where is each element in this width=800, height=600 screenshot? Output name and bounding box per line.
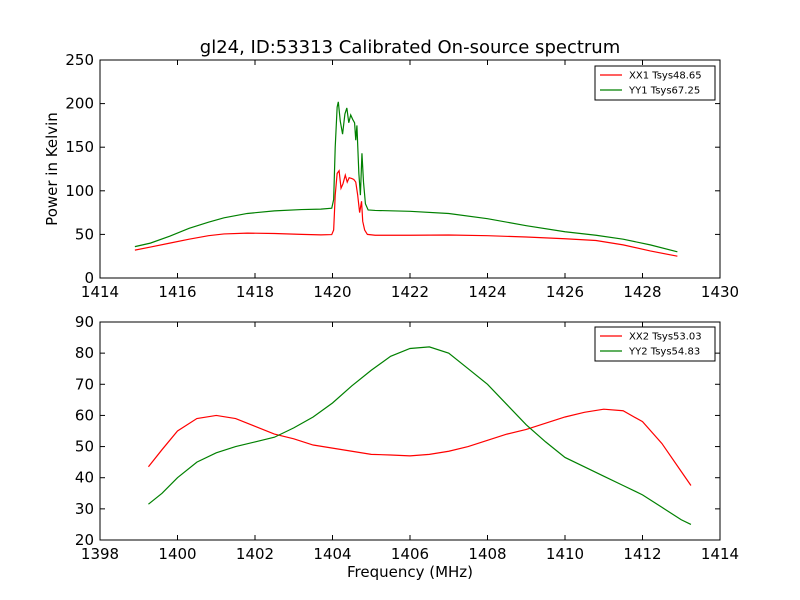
x-tick-label: 1430 — [701, 283, 739, 301]
y-tick-label: 80 — [75, 344, 94, 362]
y-tick-label: 70 — [75, 375, 94, 393]
y-tick-label: 150 — [65, 138, 94, 156]
x-tick-label: 1400 — [158, 545, 196, 563]
y-tick-label: 250 — [65, 51, 94, 69]
legend: XX2 Tsys53.03 YY2 Tsys54.83 — [594, 326, 716, 362]
x-tick-label: 1414 — [701, 545, 739, 563]
series-line-xx — [147, 408, 692, 486]
x-tick-label: 1418 — [236, 283, 274, 301]
y-tick-label: 30 — [75, 500, 94, 518]
legend-box — [594, 65, 716, 101]
y-axis-label: Power in Kelvin — [43, 112, 61, 226]
legend-box — [594, 326, 716, 362]
series-line-yy — [134, 101, 678, 253]
y-tick-label: 200 — [65, 95, 94, 113]
x-tick-label: 1428 — [623, 283, 661, 301]
series-line-yy — [148, 346, 692, 525]
x-tick-label: 1398 — [81, 545, 119, 563]
figure-title: gl24, ID:53313 Calibrated On-source spec… — [200, 37, 620, 58]
y-tick-label: 50 — [75, 438, 94, 456]
x-tick-label: 1414 — [81, 283, 119, 301]
x-axis-label: Frequency (MHz) — [347, 563, 473, 581]
y-tick-label: 40 — [75, 469, 94, 487]
x-tick-label: 1424 — [468, 283, 506, 301]
y-tick-label: 90 — [75, 313, 94, 331]
x-tick-label: 1404 — [313, 545, 351, 563]
y-tick-label: 60 — [75, 406, 94, 424]
y-tick-label: 50 — [75, 225, 94, 243]
top-spectrum-panel: 1414 1416 1418 1420 1422 1424 1426 1428 1430 0 50 1… — [43, 51, 739, 301]
x-tick-label: 1416 — [158, 283, 196, 301]
x-tick-label: 1402 — [236, 545, 274, 563]
y-tick-label: 0 — [84, 269, 94, 287]
legend-entry-label: YY1 Tsys67.25 — [628, 86, 700, 97]
legend-entry-label: XX2 Tsys53.03 — [629, 332, 702, 343]
series-line-xx — [134, 169, 678, 257]
bottom-spectrum-panel: 1398 1400 1402 1404 1406 1408 1410 1412 1414 20 30… — [75, 313, 739, 581]
legend-entry-label: XX1 Tsys48.65 — [629, 71, 702, 82]
x-tick-label: 1408 — [468, 545, 506, 563]
x-tick-label: 1420 — [313, 283, 351, 301]
x-tick-label: 1412 — [623, 545, 661, 563]
y-tick-label: 100 — [65, 182, 94, 200]
legend-entry-label: YY2 Tsys54.83 — [628, 347, 700, 358]
x-tick-label: 1422 — [391, 283, 429, 301]
x-tick-label: 1406 — [391, 545, 429, 563]
x-tick-label: 1426 — [546, 283, 584, 301]
y-tick-label: 20 — [75, 531, 94, 549]
x-tick-label: 1410 — [546, 545, 584, 563]
legend: XX1 Tsys48.65 YY1 Tsys67.25 — [594, 65, 716, 101]
